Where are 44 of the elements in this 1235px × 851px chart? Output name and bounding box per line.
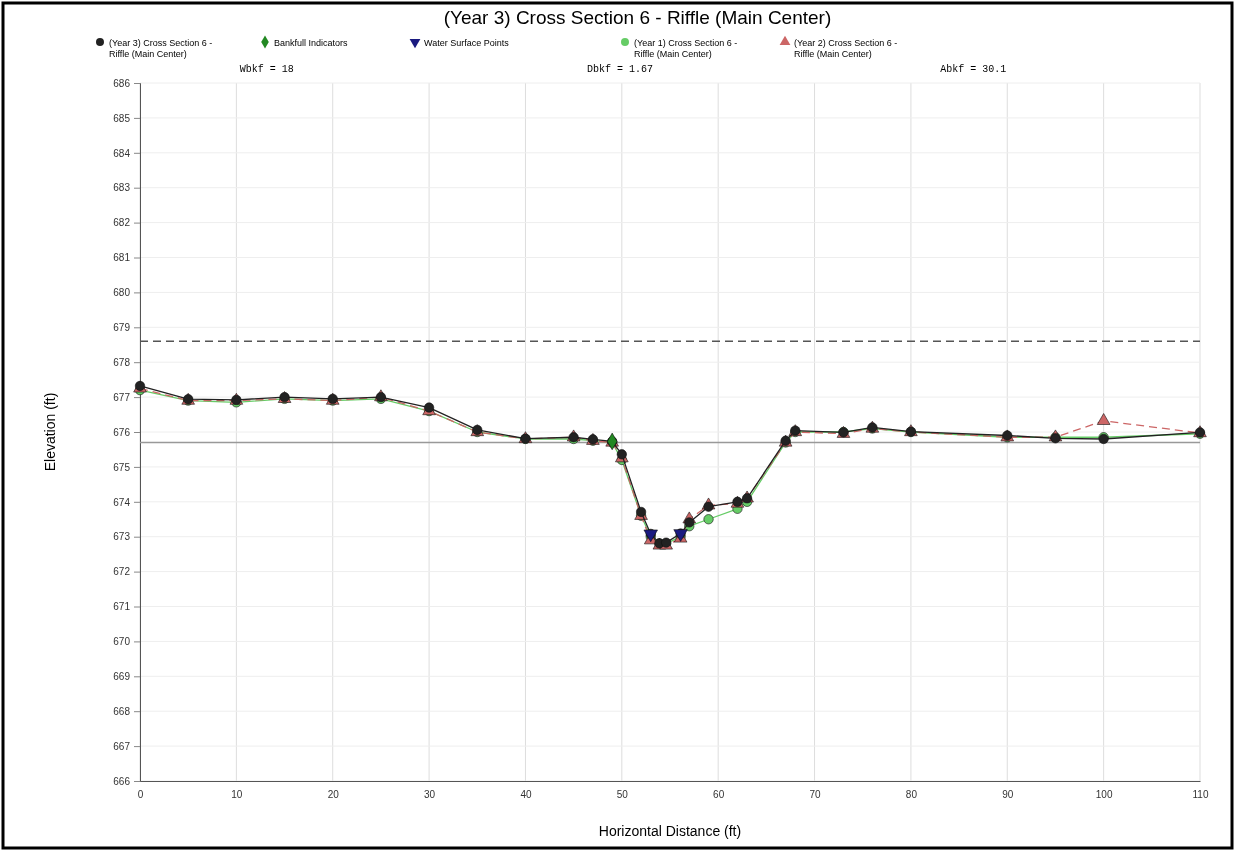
x-tick-label: 20 <box>327 789 340 801</box>
x-axis-title: Horizontal Distance (ft) <box>598 823 742 839</box>
x-tick-label: 80 <box>905 789 918 801</box>
y-tick-label: 685 <box>113 112 131 124</box>
y-tick-label: 668 <box>113 705 131 717</box>
y-tick-label: 682 <box>113 217 131 229</box>
x-tick-label: 90 <box>1002 789 1014 801</box>
y-tick-label: 681 <box>113 252 131 264</box>
x-tick-label: 10 <box>231 789 243 801</box>
legend-label: Bankfull Indicators <box>274 38 349 48</box>
text: Abkf = 30.1 <box>940 64 1007 75</box>
y-tick-label: 670 <box>113 636 131 648</box>
legend-label: (Year 2) Cross Section 6 - Riffle (Main Center) <box>794 38 898 59</box>
legend-label: Water Surface Points <box>424 38 510 48</box>
text: Wbkf = 18 <box>239 64 294 75</box>
chart-title: (Year 3) Cross Section 6 - Riffle (Main Center) <box>443 7 832 28</box>
y-tick-label: 667 <box>113 740 131 752</box>
legend-label: (Year 1) Cross Section 6 - Riffle (Main Center) <box>634 38 738 59</box>
x-tick-label: 40 <box>520 789 532 801</box>
y-tick-label: 683 <box>113 182 131 194</box>
y-tick-label: 666 <box>113 775 131 787</box>
x-tick-label: 110 <box>1192 789 1209 801</box>
y-tick-label: 679 <box>113 322 131 333</box>
y-tick-label: 686 <box>113 77 131 89</box>
y-tick-label: 674 <box>113 496 131 508</box>
y-tick-label: 678 <box>113 356 131 368</box>
text: Dbkf = 1.67 <box>586 64 654 75</box>
y-axis-title: Elevation (ft) <box>42 392 58 472</box>
y-tick-label: 677 <box>113 391 131 403</box>
y-tick-label: 671 <box>113 601 131 613</box>
x-tick-label: 50 <box>616 789 629 801</box>
y-tick-label: 684 <box>113 147 131 159</box>
y-tick-label: 676 <box>113 426 131 438</box>
x-tick-label: 60 <box>713 789 725 801</box>
y-tick-label: 672 <box>113 566 131 578</box>
y-tick-label: 680 <box>113 287 131 299</box>
legend-label: (Year 3) Cross Section 6 - Riffle (Main Center) <box>109 38 213 59</box>
x-tick-label: 0 <box>137 789 144 801</box>
y-tick-label: 669 <box>113 671 131 682</box>
x-tick-label: 30 <box>424 789 436 801</box>
y-tick-label: 673 <box>113 531 131 543</box>
x-tick-label: 70 <box>809 789 822 801</box>
y-tick-label: 675 <box>113 461 131 473</box>
x-tick-label: 100 <box>1095 789 1113 801</box>
